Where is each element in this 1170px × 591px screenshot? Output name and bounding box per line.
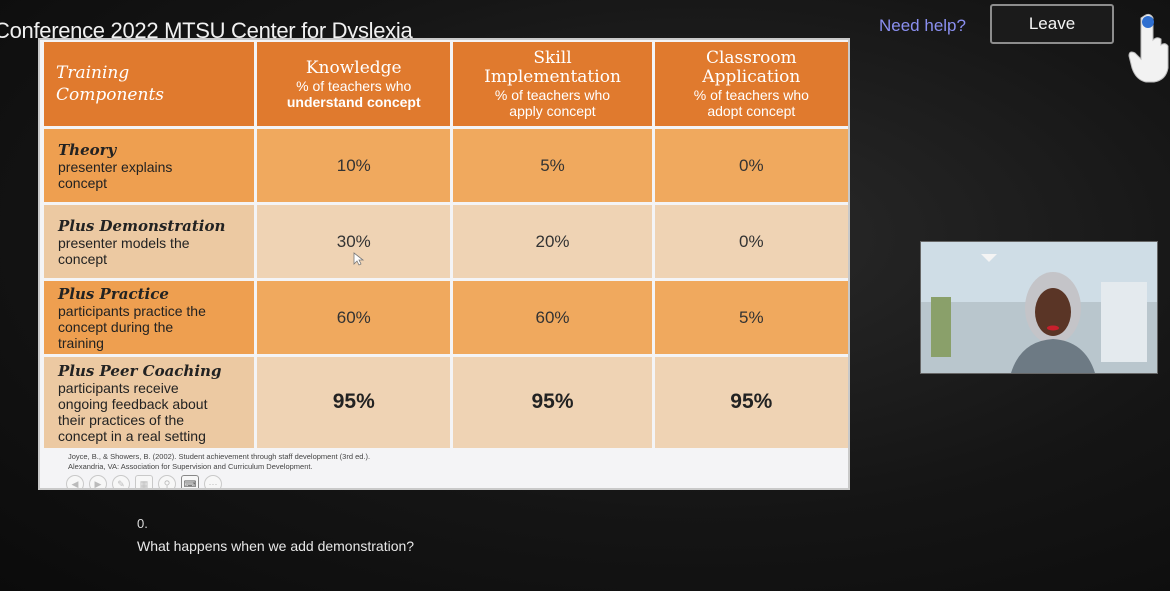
question-text: What happens when we add demonstration? xyxy=(137,538,415,554)
citation-line: Joyce, B., & Showers, B. (2002). Student… xyxy=(68,452,371,461)
classroom-value: 5% xyxy=(653,278,848,356)
row-desc: their practices of the xyxy=(58,411,185,428)
table-row: Plus Peer Coaching participants receive … xyxy=(44,354,848,448)
classroom-value: 0% xyxy=(653,202,848,280)
question-number: 0. xyxy=(137,516,148,531)
slide-controls: ◀ ▶ ✎ ▦ ⚲ ⌨ ⋯ xyxy=(66,474,227,488)
classroom-value: 95% xyxy=(653,354,848,448)
row-title: Plus Practice xyxy=(58,285,169,303)
row-title: Plus Peer Coaching xyxy=(58,361,222,380)
header-knowledge: Knowledge % of teachers who understand c… xyxy=(255,42,454,128)
row-desc: participants practice the xyxy=(58,303,206,319)
row-desc: concept in a real setting xyxy=(58,427,206,444)
previous-slide-icon[interactable]: ◀ xyxy=(66,475,84,488)
training-components-table: Training Components Knowledge % of teach… xyxy=(44,42,848,448)
header-col1-line2: Components xyxy=(56,85,164,105)
row-title: Plus Demonstration xyxy=(58,217,226,235)
presentation-slide: Training Components Knowledge % of teach… xyxy=(38,38,850,490)
skill-value: 5% xyxy=(451,126,655,204)
row-desc: participants receive xyxy=(58,379,179,396)
slides-grid-icon[interactable]: ▦ xyxy=(135,475,153,488)
knowledge-value: 10% xyxy=(255,126,454,204)
header-training-components: Training Components xyxy=(44,42,258,128)
row-desc: ongoing feedback about xyxy=(58,395,208,412)
mouse-pointer-icon xyxy=(353,252,365,266)
skill-value: 95% xyxy=(451,354,655,448)
header-classroom-sub1: % of teachers who xyxy=(693,87,809,103)
header-knowledge-sub2: understand concept xyxy=(286,93,421,110)
header-skill-sub2: apply concept xyxy=(509,103,596,119)
knowledge-value: 60% xyxy=(255,278,454,356)
row-label-peer-coaching: Plus Peer Coaching participants receive … xyxy=(44,354,258,448)
skill-value: 20% xyxy=(451,202,655,280)
slide-citation: Joyce, B., & Showers, B. (2002). Student… xyxy=(68,452,370,472)
subtitles-icon[interactable]: ⌨ xyxy=(181,475,199,488)
header-classroom-sub2: adopt concept xyxy=(707,103,796,119)
row-title: Theory xyxy=(58,141,117,159)
table-row: Theory presenter explains concept 10% 5%… xyxy=(44,126,848,204)
participant-avatar xyxy=(921,242,1157,373)
row-label-demonstration: Plus Demonstration presenter models the … xyxy=(44,202,258,280)
header-skill-title2: Implementation xyxy=(484,67,621,87)
more-options-icon[interactable]: ⋯ xyxy=(204,475,222,488)
table-header-row: Training Components Knowledge % of teach… xyxy=(44,42,848,128)
participant-video-tile[interactable] xyxy=(920,241,1158,374)
knowledge-value: 95% xyxy=(255,354,454,448)
row-desc: presenter explains xyxy=(58,159,173,175)
header-knowledge-sub1: % of teachers who xyxy=(296,77,412,94)
header-skill-title1: Skill xyxy=(533,48,572,68)
pen-icon[interactable]: ✎ xyxy=(112,475,130,488)
row-desc: concept xyxy=(58,175,108,191)
hand-cursor-icon xyxy=(1128,13,1169,83)
classroom-value: 0% xyxy=(653,126,848,204)
skill-value: 60% xyxy=(451,278,655,356)
zoom-icon[interactable]: ⚲ xyxy=(158,475,176,488)
table-row: Plus Demonstration presenter models the … xyxy=(44,202,848,280)
row-desc: concept during the xyxy=(58,319,174,335)
header-knowledge-title: Knowledge xyxy=(305,57,402,78)
header-col1-line1: Training xyxy=(56,63,130,83)
next-slide-icon[interactable]: ▶ xyxy=(89,475,107,488)
citation-line: Alexandria, VA: Association for Supervis… xyxy=(68,462,313,471)
header-skill-sub1: % of teachers who xyxy=(494,87,611,103)
table-row: Plus Practice participants practice the … xyxy=(44,278,848,356)
row-desc: presenter models the xyxy=(58,235,190,251)
header-classroom-application: Classroom Application % of teachers who … xyxy=(653,42,848,128)
row-label-theory: Theory presenter explains concept xyxy=(44,126,258,204)
row-desc: concept xyxy=(58,251,108,267)
knowledge-value: 30% xyxy=(255,202,454,280)
row-label-practice: Plus Practice participants practice the … xyxy=(44,278,258,356)
row-desc: training xyxy=(58,335,104,351)
need-help-link[interactable]: Need help? xyxy=(879,16,966,35)
header-classroom-title1: Classroom xyxy=(705,48,797,68)
leave-button[interactable]: Leave xyxy=(990,4,1114,44)
header-skill-implementation: Skill Implementation % of teachers who a… xyxy=(451,42,655,128)
header-classroom-title2: Application xyxy=(702,67,801,87)
